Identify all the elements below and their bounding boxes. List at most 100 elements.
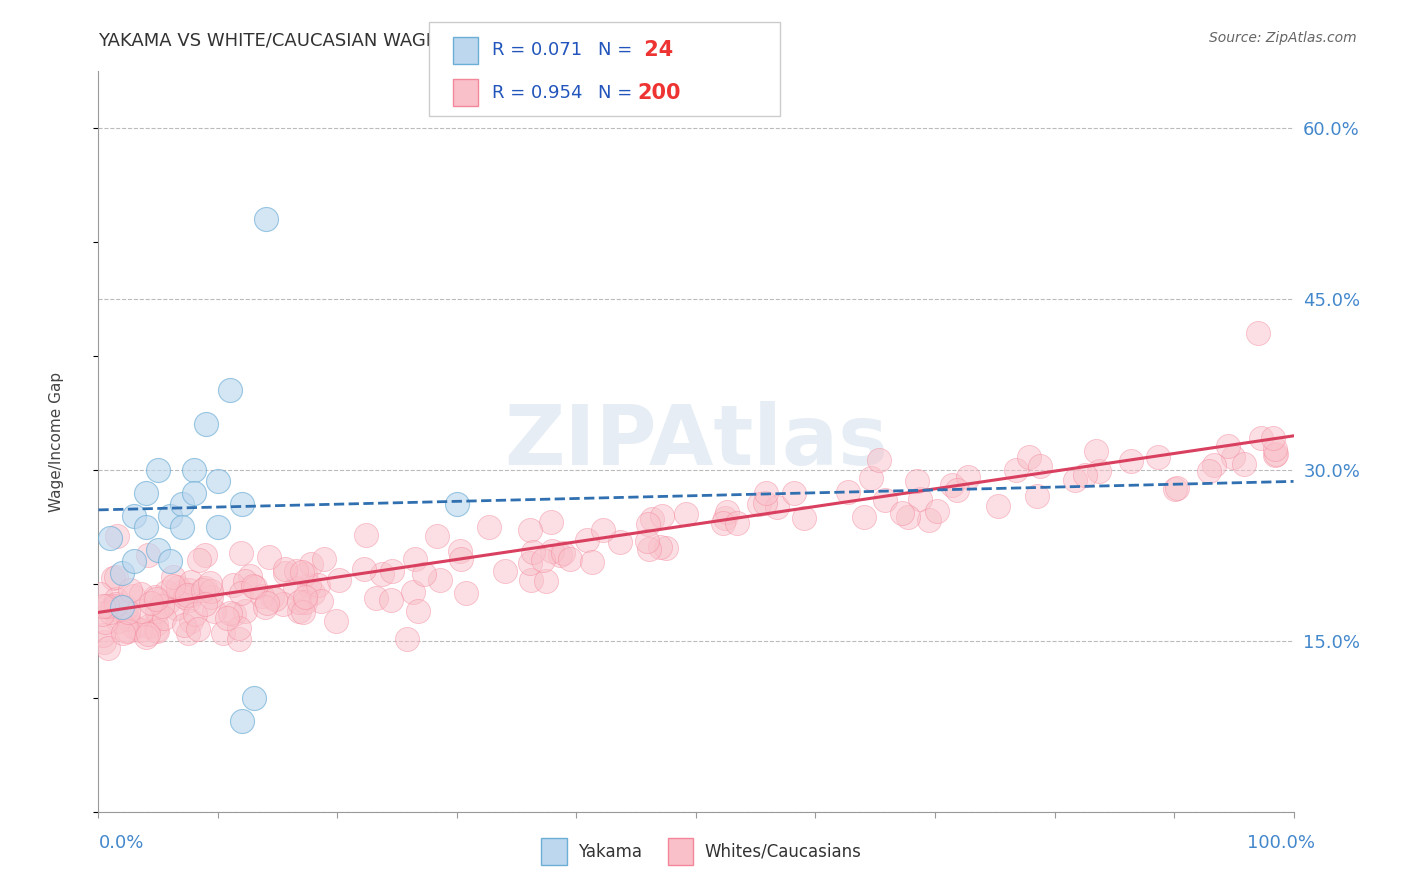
Point (925, 504, 948, 518)
Point (122, 620, 145, 634)
Point (200, 584, 222, 599)
Point (97, 640, 120, 655)
Point (136, 548, 159, 562)
Text: Source: ZipAtlas.com: Source: ZipAtlas.com (1209, 31, 1357, 45)
Point (273, 597, 295, 611)
Point (104, 591, 127, 606)
Point (522, 545, 544, 559)
Point (124, 554, 146, 568)
Point (287, 595, 309, 609)
Point (287, 604, 309, 618)
Point (145, 623, 167, 637)
Point (1119, 453, 1142, 467)
Point (187, 553, 209, 567)
Point (540, 544, 562, 558)
Point (200, 590, 222, 604)
Point (195, 417, 218, 432)
Point (231, 546, 253, 560)
Point (395, 632, 418, 646)
Point (675, 508, 697, 522)
Point (191, 582, 214, 597)
Point (242, 579, 264, 593)
Point (716, 505, 738, 519)
Point (145, 592, 167, 607)
Point (93, 634, 115, 648)
Text: Whites/Caucasians: Whites/Caucasians (704, 843, 862, 861)
Point (540, 515, 562, 529)
Point (446, 497, 468, 511)
Point (256, 596, 278, 610)
Point (353, 562, 375, 576)
Point (307, 578, 329, 592)
Point (519, 573, 541, 587)
Point (868, 453, 890, 467)
Point (1264, 447, 1286, 461)
Point (215, 611, 238, 625)
Point (793, 511, 815, 525)
Point (534, 574, 557, 589)
Point (224, 607, 246, 621)
Point (89, 587, 111, 601)
Point (1018, 450, 1040, 464)
Point (260, 591, 283, 605)
Point (450, 551, 472, 566)
Point (711, 516, 734, 531)
Point (581, 555, 603, 569)
Point (222, 578, 245, 592)
Point (314, 551, 336, 566)
Point (231, 497, 253, 511)
Point (714, 511, 737, 525)
Point (766, 500, 789, 514)
Point (1264, 442, 1286, 456)
Point (1264, 448, 1286, 462)
Text: N =: N = (598, 84, 631, 102)
Point (173, 617, 195, 632)
Point (111, 566, 134, 580)
Point (245, 580, 267, 594)
Point (429, 573, 451, 587)
Point (170, 585, 193, 599)
Point (637, 541, 659, 556)
Point (905, 474, 928, 488)
Point (159, 508, 181, 523)
Point (636, 534, 658, 549)
Point (274, 562, 297, 576)
Point (637, 517, 659, 532)
Text: 200: 200 (637, 83, 681, 103)
Point (143, 590, 166, 604)
Point (250, 590, 273, 604)
Point (180, 588, 202, 602)
Point (1202, 458, 1225, 472)
Point (145, 624, 167, 639)
Point (177, 626, 200, 640)
Point (198, 575, 221, 590)
Point (155, 585, 177, 599)
Point (131, 604, 153, 618)
Point (298, 578, 321, 592)
Point (783, 485, 806, 500)
Point (449, 544, 471, 558)
Point (129, 587, 152, 601)
Point (558, 551, 581, 566)
Point (107, 614, 129, 628)
Point (257, 549, 280, 564)
Point (211, 625, 233, 640)
Point (107, 599, 129, 614)
Point (413, 567, 436, 582)
Point (187, 622, 209, 636)
Point (167, 580, 190, 594)
Point (354, 528, 377, 542)
Point (124, 508, 146, 523)
Point (294, 566, 316, 581)
Point (231, 714, 253, 728)
Point (531, 553, 554, 567)
Point (162, 578, 184, 592)
Point (153, 610, 176, 624)
Point (456, 586, 478, 600)
Point (90, 607, 112, 621)
Point (284, 581, 307, 595)
Point (135, 630, 157, 644)
Point (105, 597, 128, 611)
Point (96, 599, 118, 614)
Text: Yakama: Yakama (578, 843, 643, 861)
